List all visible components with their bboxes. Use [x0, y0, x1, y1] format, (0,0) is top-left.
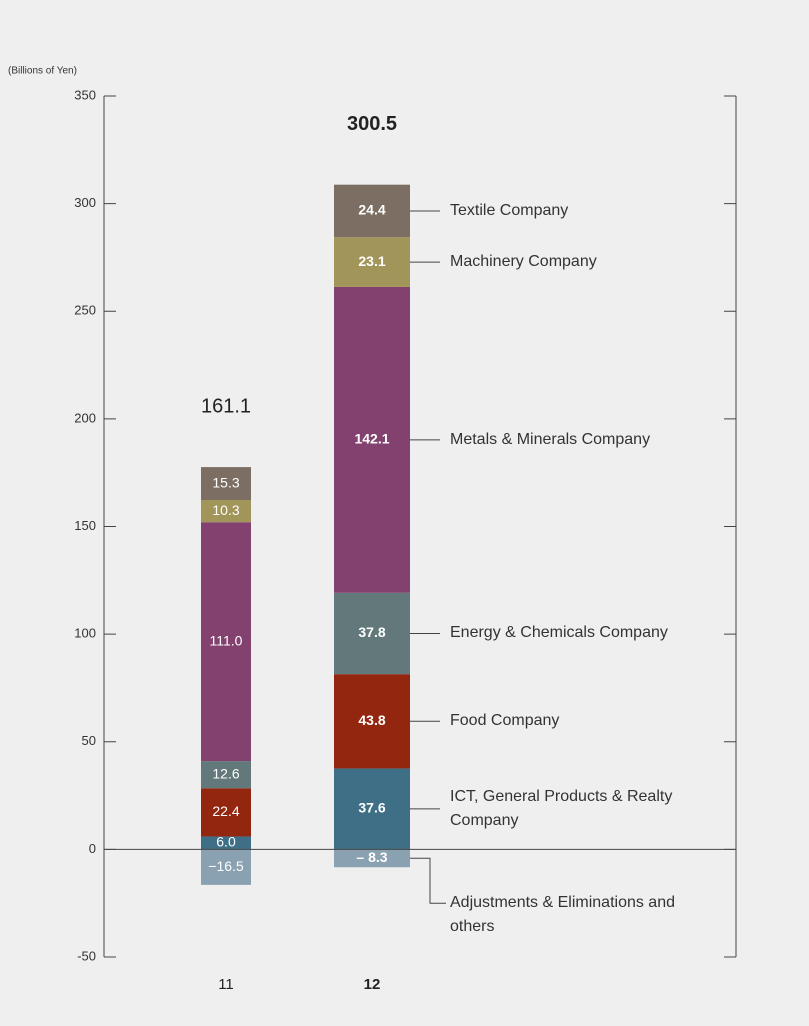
value-label: 22.4: [212, 803, 239, 819]
y-tick-label: -50: [77, 948, 96, 963]
bar-segment: [201, 500, 251, 523]
value-label: 23.1: [358, 253, 385, 269]
value-label: −16.5: [208, 858, 244, 874]
value-label: 43.8: [358, 712, 385, 728]
value-label: 142.1: [354, 431, 389, 447]
bar-segment: [334, 237, 410, 287]
bar-segment: [334, 674, 410, 769]
legend-label: Energy & Chemicals Company: [450, 624, 668, 642]
y-tick-label: 100: [74, 626, 96, 641]
legend-label: Adjustments & Eliminations and others: [450, 894, 675, 936]
legend-label: Machinery Company: [450, 253, 597, 271]
y-tick-label: 300: [74, 195, 96, 210]
bar-segment: [334, 592, 410, 675]
bar-segment: [201, 788, 251, 837]
legend-label: Textile Company: [450, 201, 569, 219]
y-tick-label: 350: [74, 87, 96, 102]
value-label: 10.3: [212, 502, 239, 518]
legend-label: Metals & Minerals Company: [450, 430, 651, 448]
bar-segment: [334, 768, 410, 850]
bar-segment: [334, 184, 410, 238]
value-label: 12.6: [212, 765, 239, 781]
y-tick-label: 0: [89, 841, 96, 856]
x-tick-label: 12: [364, 976, 381, 993]
x-tick-label: 11: [218, 976, 234, 993]
bar-segment: [201, 522, 251, 762]
legend-label: ICT, General Products & Realty Company: [450, 787, 673, 829]
value-label: 111.0: [210, 632, 243, 648]
y-tick-label: 150: [74, 518, 96, 533]
bar-segment: [201, 836, 251, 850]
bar-segment: [201, 849, 251, 885]
value-label: 15.3: [212, 474, 239, 490]
bar-segment: [201, 761, 251, 789]
total-label: 161.1: [201, 395, 251, 417]
bar-segment: [201, 467, 251, 501]
value-label: 24.4: [358, 202, 385, 218]
value-label: 37.8: [358, 624, 385, 640]
total-label: 300.5: [347, 113, 397, 135]
value-label: – 8.3: [356, 849, 387, 865]
bar-segment: [334, 849, 410, 868]
value-label: 37.6: [358, 800, 385, 816]
bar-segment: [334, 286, 410, 593]
y-axis-label: (Billions of Yen): [8, 66, 77, 77]
value-label: 6.0: [216, 834, 236, 850]
legend-label: Food Company: [450, 712, 560, 730]
leader-line: [410, 857, 446, 904]
y-tick-label: 50: [82, 733, 96, 748]
y-tick-label: 250: [74, 303, 96, 318]
y-tick-label: 200: [74, 410, 96, 425]
